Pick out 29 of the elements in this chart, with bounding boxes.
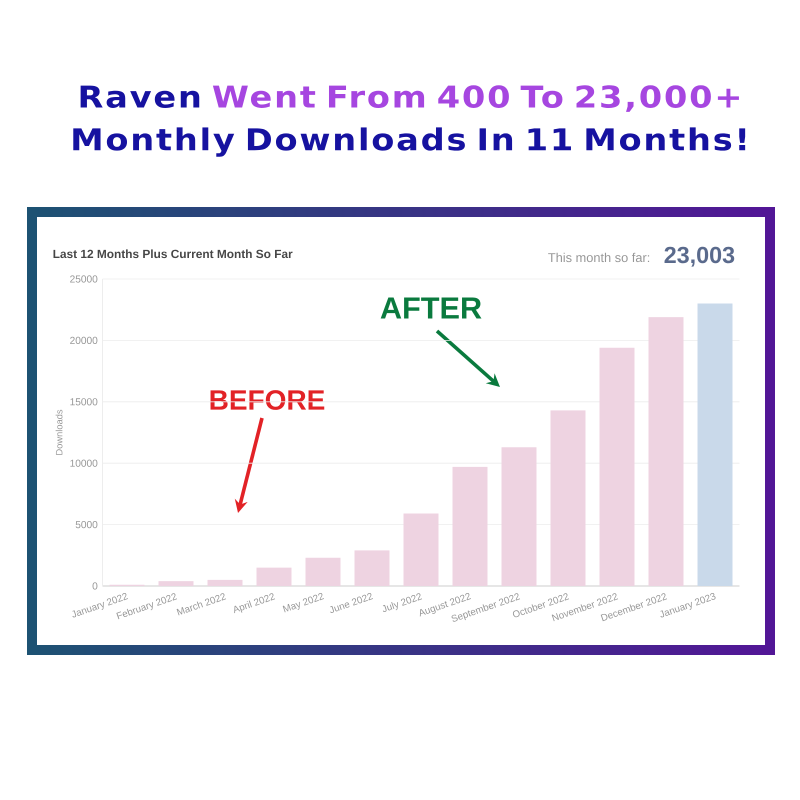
bar [306,558,341,586]
chart-title: Raven Went From 400 To 23,000+ Monthly Downloads In 11 Months! [73,85,746,157]
x-tick-label: March 2022 [176,593,226,616]
bar [550,410,586,586]
bar [256,568,292,586]
annotation: BEFORE [210,390,324,410]
y-tick-label: 20000 [70,336,98,344]
bar [404,514,439,586]
bar [600,348,635,586]
bar [158,581,194,586]
annotation: AFTER [380,297,482,319]
bar [698,304,733,586]
x-tick-label: April 2022 [234,593,276,614]
bar [452,466,488,586]
bar [502,447,537,586]
x-tick-label: May 2022 [282,592,324,612]
text: 23,003 [664,246,734,267]
y-tick-label: 25000 [70,275,98,283]
bar [648,317,684,586]
y-tick-label: 15000 [70,398,98,406]
bar [354,550,390,586]
x-tick-label: June 2022 [330,592,374,614]
y-tick-label: 10000 [70,460,98,467]
y-tick-label: 0 [92,582,98,590]
chart-subtitle: Last 12 Months Plus Current Month So Far [54,249,293,258]
y-tick-label: 5000 [76,520,98,528]
y-axis-title: Downloads [56,410,62,455]
text: This month so far: [548,252,650,262]
bar [208,580,243,586]
